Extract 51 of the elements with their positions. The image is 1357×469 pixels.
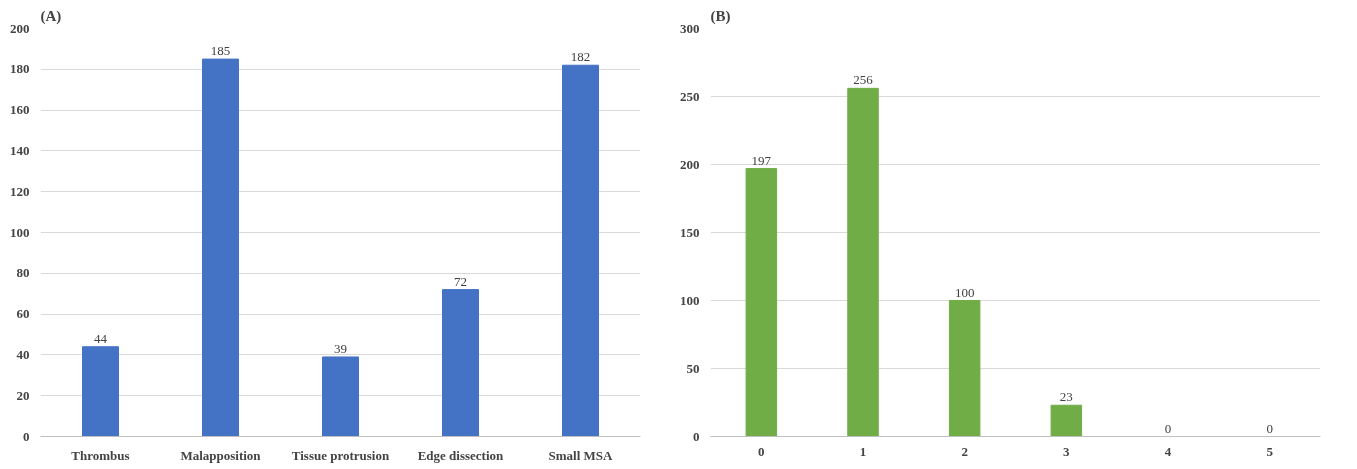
x-tick-label: Malapposition xyxy=(180,447,262,463)
data-label: 44 xyxy=(94,330,108,346)
bar xyxy=(442,289,479,437)
chart-title: (A) xyxy=(40,7,62,25)
x-tick-label: Tissue protrusion xyxy=(291,447,390,463)
y-tick-label: 60 xyxy=(16,306,30,322)
y-tick-label: 200 xyxy=(10,20,30,36)
x-tick-label: 1 xyxy=(859,443,867,459)
y-tick-label: 0 xyxy=(693,428,700,444)
data-label: 39 xyxy=(334,340,347,356)
y-tick-label: 100 xyxy=(680,292,700,308)
y-tick-label: 0 xyxy=(23,428,30,444)
y-tick-label: 40 xyxy=(16,346,30,362)
data-label: 0 xyxy=(1266,420,1273,436)
y-tick-label: 180 xyxy=(10,61,30,77)
bar xyxy=(1050,404,1083,437)
y-tick-label: 200 xyxy=(680,156,700,172)
y-tick-label: 50 xyxy=(686,360,700,376)
chart-title: (B) xyxy=(710,7,731,25)
data-label: 197 xyxy=(751,152,772,168)
bar xyxy=(322,356,359,437)
data-label: 256 xyxy=(853,72,874,88)
x-tick-label: 2 xyxy=(961,443,968,459)
bar xyxy=(745,168,778,437)
data-label: 23 xyxy=(1059,389,1073,405)
data-label: 100 xyxy=(954,284,975,300)
bar xyxy=(82,346,119,437)
data-label: 182 xyxy=(570,49,591,65)
bar xyxy=(202,58,239,437)
y-tick-label: 160 xyxy=(10,102,30,118)
y-tick-label: 140 xyxy=(10,142,30,158)
y-tick-label: 300 xyxy=(680,20,700,36)
x-tick-label: 3 xyxy=(1063,443,1071,459)
y-tick-label: 120 xyxy=(10,183,30,199)
x-tick-label: 5 xyxy=(1266,443,1274,459)
bar xyxy=(847,87,879,437)
bar xyxy=(948,300,981,437)
x-tick-label: 4 xyxy=(1164,443,1172,459)
bar xyxy=(562,64,599,437)
y-tick-label: 80 xyxy=(16,265,30,281)
x-tick-label: Small MSA xyxy=(548,447,614,463)
y-tick-label: 150 xyxy=(680,224,700,240)
x-tick-label: Thrombus xyxy=(71,447,130,463)
data-label: 0 xyxy=(1164,420,1172,436)
data-label: 72 xyxy=(454,273,467,289)
x-tick-label: Edge dissection xyxy=(417,447,505,463)
y-tick-label: 20 xyxy=(16,387,30,403)
y-tick-label: 250 xyxy=(680,88,700,104)
y-tick-label: 100 xyxy=(10,224,30,240)
x-tick-label: 0 xyxy=(758,443,765,459)
data-label: 185 xyxy=(210,43,231,59)
